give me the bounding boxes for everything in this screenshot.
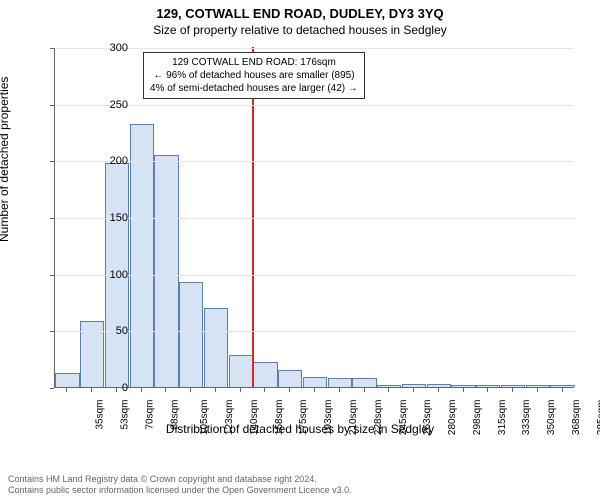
x-tick-mark xyxy=(388,388,389,392)
histogram-bar xyxy=(476,385,500,387)
histogram-bar xyxy=(550,385,574,387)
x-tick-mark xyxy=(364,388,365,392)
annotation-box: 129 COTWALL END ROAD: 176sqm ← 96% of de… xyxy=(143,52,365,99)
x-tick-mark xyxy=(562,388,563,392)
page-title: 129, COTWALL END ROAD, DUDLEY, DY3 3YQ xyxy=(0,0,600,21)
histogram-bar xyxy=(402,384,426,387)
histogram-bar xyxy=(55,373,79,387)
grid-line xyxy=(55,218,574,219)
footer-line2: Contains public sector information licen… xyxy=(8,485,592,496)
y-tick-label: 100 xyxy=(88,269,128,281)
histogram-bar xyxy=(179,282,203,387)
y-tick-mark xyxy=(50,105,54,106)
annotation-line3: 4% of semi-detached houses are larger (4… xyxy=(150,82,358,95)
histogram-bar xyxy=(526,385,550,387)
x-tick-mark xyxy=(116,388,117,392)
grid-line xyxy=(55,331,574,332)
histogram-bar xyxy=(501,385,525,387)
x-tick-mark xyxy=(487,388,488,392)
y-tick-mark xyxy=(50,388,54,389)
y-tick-mark xyxy=(50,331,54,332)
histogram-bar xyxy=(303,377,327,387)
y-tick-mark xyxy=(50,218,54,219)
histogram-bar xyxy=(427,384,451,387)
histogram-bar xyxy=(278,370,302,387)
histogram-bar xyxy=(204,308,228,387)
annotation-line2: ← 96% of detached houses are smaller (89… xyxy=(150,69,358,82)
y-tick-mark xyxy=(50,161,54,162)
page-subtitle: Size of property relative to detached ho… xyxy=(0,21,600,37)
grid-line xyxy=(55,275,574,276)
y-tick-mark xyxy=(50,275,54,276)
x-tick-mark xyxy=(66,388,67,392)
histogram-bar xyxy=(253,362,277,387)
y-tick-label: 150 xyxy=(88,212,128,224)
annotation-line1: 129 COTWALL END ROAD: 176sqm xyxy=(150,56,358,69)
chart-container: Number of detached properties 129 COTWAL… xyxy=(0,42,600,442)
x-tick-mark xyxy=(314,388,315,392)
histogram-bar xyxy=(352,378,376,387)
y-tick-label: 300 xyxy=(88,42,128,54)
y-tick-label: 50 xyxy=(88,325,128,337)
x-tick-mark xyxy=(438,388,439,392)
footer-line1: Contains HM Land Registry data © Crown c… xyxy=(8,474,592,485)
y-axis-label: Number of detached properties xyxy=(0,77,11,242)
x-tick-mark xyxy=(240,388,241,392)
y-tick-label: 200 xyxy=(88,155,128,167)
y-tick-label: 0 xyxy=(88,382,128,394)
histogram-bar xyxy=(451,385,475,387)
y-tick-label: 250 xyxy=(88,99,128,111)
x-tick-mark xyxy=(141,388,142,392)
footer-attribution: Contains HM Land Registry data © Crown c… xyxy=(8,474,592,496)
grid-line xyxy=(55,48,574,49)
x-tick-mark xyxy=(463,388,464,392)
histogram-bar xyxy=(328,378,352,387)
x-tick-mark xyxy=(512,388,513,392)
y-tick-mark xyxy=(50,48,54,49)
x-tick-mark xyxy=(264,388,265,392)
histogram-bar xyxy=(130,124,154,387)
x-axis-label: Distribution of detached houses by size … xyxy=(0,422,600,436)
grid-line xyxy=(55,161,574,162)
histogram-bar xyxy=(154,155,178,387)
histogram-bar xyxy=(377,385,401,387)
x-tick-mark xyxy=(91,388,92,392)
histogram-bar xyxy=(229,355,253,387)
plot-area: 129 COTWALL END ROAD: 176sqm ← 96% of de… xyxy=(54,48,574,388)
x-tick-mark xyxy=(215,388,216,392)
x-tick-mark xyxy=(190,388,191,392)
x-tick-mark xyxy=(289,388,290,392)
x-tick-mark xyxy=(413,388,414,392)
x-tick-mark xyxy=(339,388,340,392)
x-tick-mark xyxy=(165,388,166,392)
x-tick-mark xyxy=(537,388,538,392)
grid-line xyxy=(55,105,574,106)
